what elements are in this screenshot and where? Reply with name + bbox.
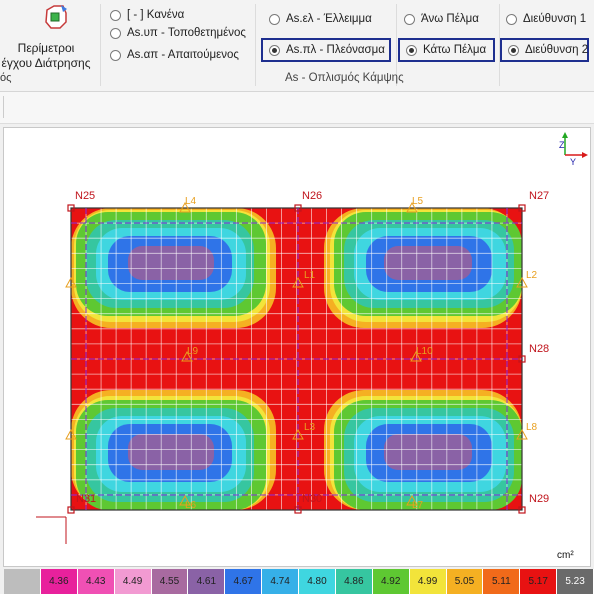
radio-required[interactable]: As.απ - Απαιτούμενος <box>110 46 239 64</box>
support-lines <box>71 208 522 510</box>
radio-bottom-layer[interactable]: Κάτω Πέλμα <box>398 38 495 62</box>
node-label[interactable]: N28 <box>529 343 549 355</box>
radio-indicator <box>406 44 417 56</box>
beam-label[interactable]: L5 <box>412 196 424 207</box>
radio-indicator <box>269 44 280 56</box>
legend-cell: 5.11 <box>483 569 521 594</box>
radio-surplus[interactable]: As.πλ - Πλεόνασμα <box>261 38 391 62</box>
radio-indicator <box>269 13 280 25</box>
legend-cell: 4.49 <box>114 569 152 594</box>
radio-placed[interactable]: As.υπ - Τοποθετημένος <box>110 24 246 42</box>
axis-y-label: Y <box>570 157 576 167</box>
radio-direction-2[interactable]: Διεύθυνση 2 <box>500 38 589 62</box>
beam-label[interactable]: L2 <box>526 270 538 281</box>
punching-perimeters-label: Περίμετροι έγχου Διάτρησης <box>1 41 91 70</box>
node-label[interactable]: N30 <box>302 493 322 505</box>
beam-label[interactable]: L1 <box>304 270 316 281</box>
color-legend: 4.36 4.43 4.49 4.55 4.61 4.67 4.74 4.80 … <box>4 569 594 594</box>
perimeter-icon <box>45 5 67 29</box>
node-label[interactable]: N31 <box>76 493 96 505</box>
radio-indicator <box>404 13 415 25</box>
contour-plot: N25 N26 N27 N28 N29 N30 N31 L4 L5 L2 L9 … <box>36 132 588 561</box>
node-label[interactable]: N27 <box>529 190 549 202</box>
unit-label: cm² <box>557 550 574 561</box>
punching-perimeters-button[interactable]: Περίμετροι έγχου Διάτρησης <box>0 3 98 75</box>
group-caption: As - Οπλισμός Κάμψης <box>285 72 404 84</box>
legend-cell: 5.17 <box>520 569 558 594</box>
legend-cell <box>4 569 41 594</box>
toolbar-strip <box>0 92 594 124</box>
legend-cell: 4.67 <box>225 569 263 594</box>
axes-indicator: Z Y <box>559 132 588 167</box>
radio-none[interactable]: [ - ] Κανένα <box>110 6 184 24</box>
legend-cell: 4.99 <box>409 569 447 594</box>
divider <box>100 4 101 86</box>
radio-indicator <box>110 9 121 21</box>
divider <box>255 4 256 86</box>
beam-label[interactable]: L4 <box>185 196 197 207</box>
radio-indicator <box>110 27 121 39</box>
beam-label[interactable]: L3 <box>304 422 316 433</box>
node-label[interactable]: N26 <box>302 190 322 202</box>
beam-label[interactable]: L10 <box>416 346 433 357</box>
legend-cell: 4.86 <box>335 569 373 594</box>
support-triangles <box>65 201 528 506</box>
node-label[interactable]: N29 <box>529 493 549 505</box>
legend-cell: 4.80 <box>299 569 336 594</box>
ribbon: Περίμετροι έγχου Διάτρησης ός [ - ] Κανέ… <box>0 0 594 92</box>
legend-cell: 4.92 <box>372 569 410 594</box>
radio-indicator <box>508 44 519 56</box>
beam-label[interactable]: L9 <box>187 346 199 357</box>
legend-cell: 4.74 <box>262 569 299 594</box>
radio-indicator <box>506 13 517 25</box>
radio-direction-1[interactable]: Διεύθυνση 1 <box>506 10 586 28</box>
ucs-corner-icon <box>36 516 67 544</box>
contour-field <box>71 208 522 510</box>
legend-cell: 4.61 <box>188 569 226 594</box>
node-markers <box>67 204 526 514</box>
divider <box>396 4 397 86</box>
radio-deficit[interactable]: As.ελ - Έλλειμμα <box>269 10 372 28</box>
slab-contour-canvas[interactable]: N25 N26 N27 N28 N29 N30 N31 L4 L5 L2 L9 … <box>3 127 591 567</box>
legend-cell: 4.55 <box>151 569 189 594</box>
divider <box>499 4 500 86</box>
node-label[interactable]: N25 <box>75 190 95 202</box>
divider <box>3 96 4 118</box>
left-group-label: ός <box>0 72 12 84</box>
legend-cell: 4.36 <box>40 569 78 594</box>
legend-cell: 4.43 <box>77 569 115 594</box>
radio-top-layer[interactable]: Άνω Πέλμα <box>404 10 479 28</box>
beam-label[interactable]: L8 <box>526 422 538 433</box>
axis-z-label: Z <box>559 140 565 150</box>
legend-cell: 5.23 <box>557 569 594 594</box>
radio-indicator <box>110 49 121 61</box>
legend-cell: 5.05 <box>446 569 484 594</box>
